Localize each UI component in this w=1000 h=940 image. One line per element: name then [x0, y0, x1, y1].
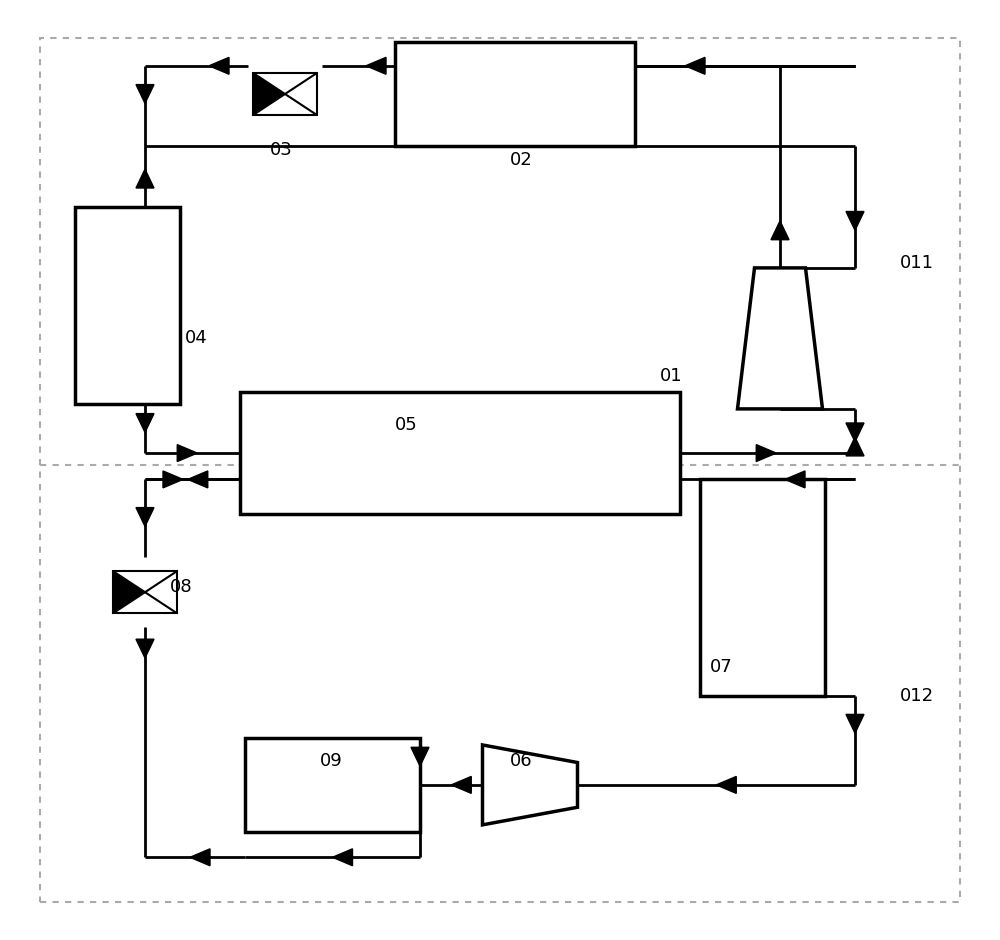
Polygon shape: [163, 471, 183, 488]
Bar: [75, 207, 180, 404]
Polygon shape: [177, 445, 197, 462]
Polygon shape: [366, 57, 386, 74]
Text: 011: 011: [900, 254, 934, 273]
Polygon shape: [738, 268, 822, 409]
Polygon shape: [209, 57, 229, 74]
Bar: [700, 479, 825, 696]
Polygon shape: [451, 776, 471, 793]
Polygon shape: [136, 639, 154, 658]
Polygon shape: [253, 73, 285, 115]
Polygon shape: [716, 776, 736, 793]
Polygon shape: [190, 849, 210, 866]
Polygon shape: [771, 221, 789, 240]
Text: 06: 06: [510, 752, 533, 771]
Bar: [240, 392, 680, 514]
Polygon shape: [113, 572, 145, 613]
Polygon shape: [785, 471, 805, 488]
Text: 03: 03: [270, 141, 293, 160]
Polygon shape: [136, 169, 154, 188]
Polygon shape: [685, 57, 705, 74]
Text: 04: 04: [185, 329, 208, 348]
Text: 09: 09: [320, 752, 343, 771]
Polygon shape: [188, 471, 208, 488]
Polygon shape: [846, 212, 864, 230]
Polygon shape: [846, 437, 864, 456]
Polygon shape: [136, 508, 154, 526]
Polygon shape: [332, 849, 353, 866]
Text: 08: 08: [170, 578, 193, 597]
Polygon shape: [846, 714, 864, 733]
Bar: [245, 738, 420, 832]
Text: 07: 07: [710, 658, 733, 677]
Polygon shape: [756, 445, 776, 462]
Text: 02: 02: [510, 150, 533, 169]
Polygon shape: [136, 414, 154, 432]
Polygon shape: [483, 744, 578, 825]
Polygon shape: [846, 423, 864, 442]
Text: 01: 01: [660, 367, 683, 385]
Text: 05: 05: [395, 415, 418, 434]
Text: 012: 012: [900, 686, 934, 705]
Polygon shape: [411, 747, 429, 766]
Polygon shape: [136, 85, 154, 103]
Bar: [395, 42, 635, 146]
